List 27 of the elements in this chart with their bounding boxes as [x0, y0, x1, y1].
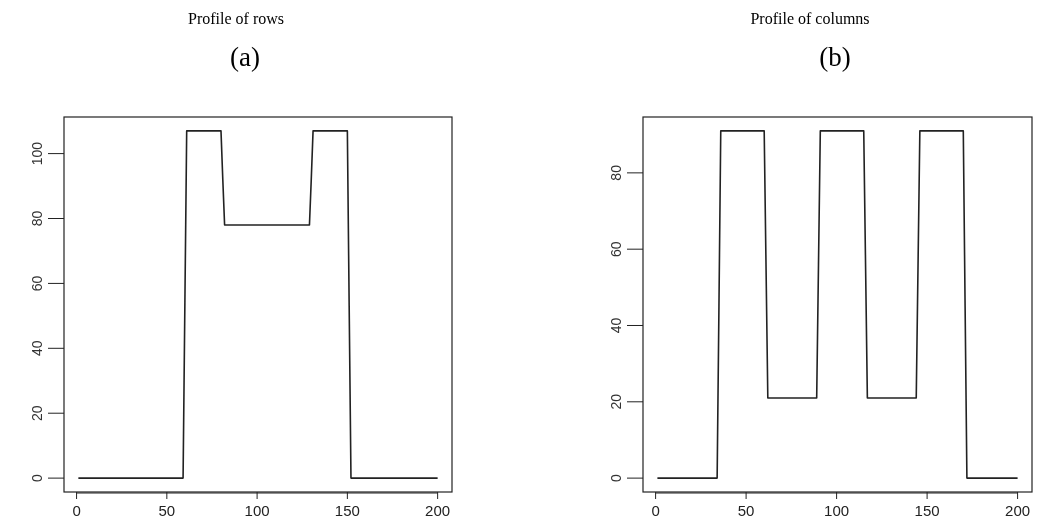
y-tick-label: 0	[608, 474, 624, 483]
chart-title: Profile of rows	[188, 10, 284, 27]
x-tick-label: 100	[824, 502, 850, 519]
x-tick-label: 200	[425, 502, 451, 519]
y-tick-label: 60	[29, 275, 45, 292]
y-tick-label: 40	[29, 340, 45, 357]
y-tick-label: 20	[29, 405, 45, 421]
x-tick-label: 150	[334, 502, 360, 519]
y-tick-label: 100	[29, 141, 45, 166]
chart-title: Profile of columns	[750, 10, 870, 27]
x-tick-label: 200	[1005, 502, 1031, 519]
y-tick-label: 80	[608, 164, 624, 181]
x-tick-label: 150	[914, 502, 940, 519]
y-tick-label: 80	[29, 210, 45, 227]
y-tick-label: 60	[608, 241, 624, 257]
chart-subtitle: (a)	[230, 42, 260, 72]
y-tick-label: 0	[29, 474, 45, 483]
line-series	[77, 130, 439, 479]
x-tick-label: 50	[158, 502, 176, 519]
x-tick-label: 0	[72, 502, 81, 519]
x-tick-label: 100	[244, 502, 270, 519]
x-tick-label: 50	[737, 502, 755, 519]
y-tick-label: 40	[608, 317, 624, 334]
chart-subtitle: (b)	[819, 42, 851, 72]
y-tick-label: 20	[608, 393, 624, 410]
x-tick-label: 0	[651, 502, 660, 519]
line-series	[656, 130, 1019, 479]
